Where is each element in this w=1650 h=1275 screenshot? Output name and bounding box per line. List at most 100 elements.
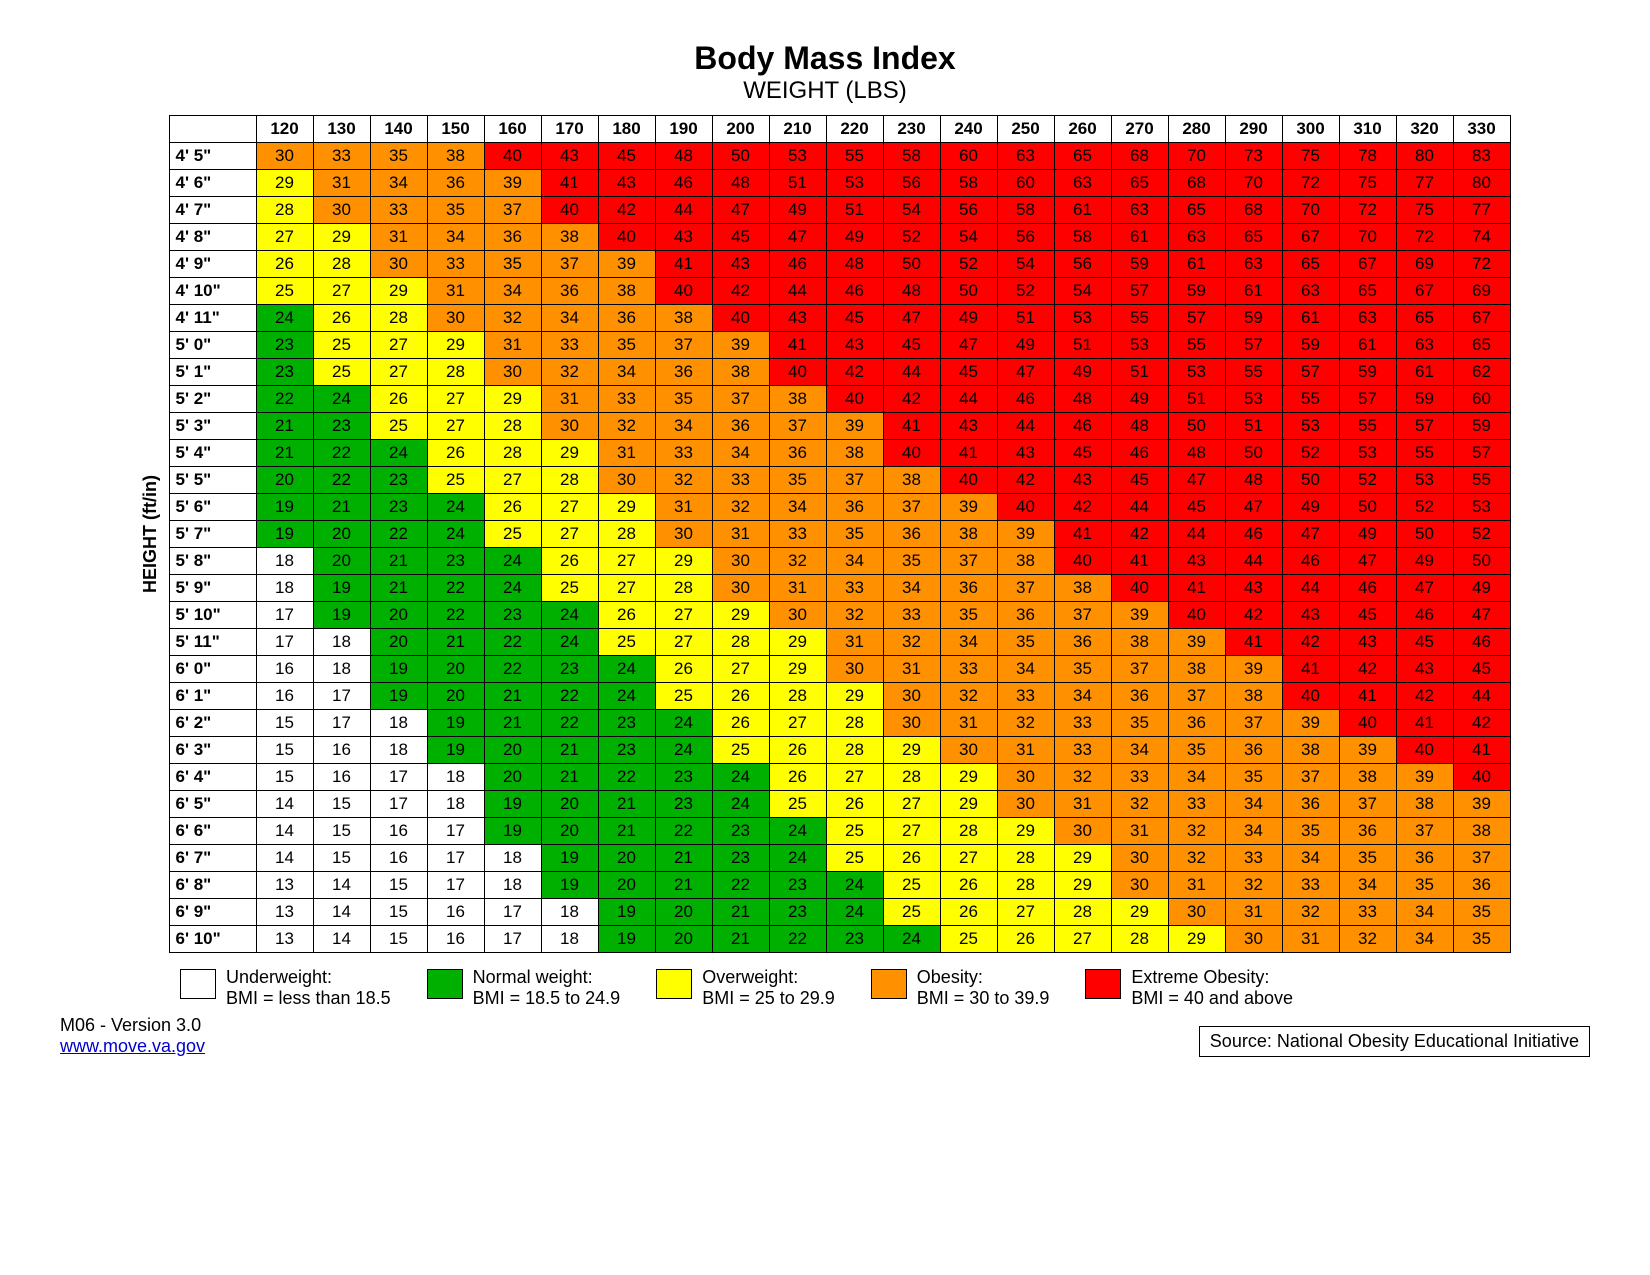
- table-row: 5' 8"18202123242627293032343537384041434…: [169, 548, 1510, 575]
- table-row: 6' 1"16171920212224252628293032333436373…: [169, 683, 1510, 710]
- table-row: 5' 3"21232527283032343637394143444648505…: [169, 413, 1510, 440]
- bmi-cell: 21: [370, 575, 427, 602]
- bmi-cell: 20: [655, 899, 712, 926]
- bmi-cell: 37: [712, 386, 769, 413]
- bmi-cell: 31: [1111, 818, 1168, 845]
- bmi-cell: 31: [1054, 791, 1111, 818]
- bmi-cell: 25: [883, 872, 940, 899]
- height-header: 4' 7": [169, 197, 256, 224]
- bmi-cell: 51: [997, 305, 1054, 332]
- bmi-cell: 53: [1453, 494, 1510, 521]
- bmi-cell: 30: [313, 197, 370, 224]
- bmi-cell: 59: [1168, 278, 1225, 305]
- bmi-cell: 22: [769, 926, 826, 953]
- bmi-cell: 74: [1453, 224, 1510, 251]
- bmi-cell: 24: [769, 818, 826, 845]
- bmi-cell: 15: [256, 710, 313, 737]
- bmi-cell: 42: [712, 278, 769, 305]
- bmi-cell: 28: [427, 359, 484, 386]
- bmi-cell: 46: [1111, 440, 1168, 467]
- bmi-cell: 26: [598, 602, 655, 629]
- legend-swatch: [656, 969, 692, 999]
- bmi-cell: 25: [940, 926, 997, 953]
- bmi-cell: 31: [1225, 899, 1282, 926]
- table-row: 6' 9"13141516171819202123242526272829303…: [169, 899, 1510, 926]
- bmi-cell: 43: [1054, 467, 1111, 494]
- bmi-cell: 39: [484, 170, 541, 197]
- bmi-cell: 33: [655, 440, 712, 467]
- bmi-cell: 35: [1282, 818, 1339, 845]
- bmi-cell: 22: [484, 629, 541, 656]
- bmi-cell: 15: [370, 926, 427, 953]
- bmi-cell: 61: [1054, 197, 1111, 224]
- bmi-cell: 26: [712, 683, 769, 710]
- bmi-cell: 34: [655, 413, 712, 440]
- bmi-cell: 41: [940, 440, 997, 467]
- bmi-cell: 19: [313, 602, 370, 629]
- bmi-cell: 54: [883, 197, 940, 224]
- bmi-cell: 34: [370, 170, 427, 197]
- source-link[interactable]: www.move.va.gov: [60, 1036, 205, 1056]
- bmi-cell: 32: [1111, 791, 1168, 818]
- bmi-cell: 48: [712, 170, 769, 197]
- bmi-cell: 44: [655, 197, 712, 224]
- height-header: 5' 11": [169, 629, 256, 656]
- bmi-cell: 35: [1225, 764, 1282, 791]
- bmi-cell: 24: [883, 926, 940, 953]
- bmi-cell: 36: [541, 278, 598, 305]
- bmi-cell: 61: [1111, 224, 1168, 251]
- bmi-cell: 17: [256, 602, 313, 629]
- bmi-cell: 24: [655, 710, 712, 737]
- bmi-cell: 51: [769, 170, 826, 197]
- weight-header: 260: [1054, 116, 1111, 143]
- bmi-cell: 65: [1396, 305, 1453, 332]
- bmi-cell: 28: [826, 737, 883, 764]
- bmi-cell: 52: [940, 251, 997, 278]
- bmi-cell: 41: [1453, 737, 1510, 764]
- table-row: 5' 6"19212324262729313234363739404244454…: [169, 494, 1510, 521]
- bmi-cell: 33: [1054, 737, 1111, 764]
- bmi-cell: 65: [1225, 224, 1282, 251]
- bmi-cell: 24: [484, 575, 541, 602]
- bmi-cell: 18: [484, 872, 541, 899]
- bmi-cell: 32: [1339, 926, 1396, 953]
- bmi-cell: 33: [1339, 899, 1396, 926]
- height-header: 5' 4": [169, 440, 256, 467]
- bmi-cell: 48: [655, 143, 712, 170]
- bmi-cell: 23: [769, 872, 826, 899]
- bmi-cell: 23: [655, 764, 712, 791]
- bmi-cell: 26: [769, 737, 826, 764]
- bmi-cell: 16: [427, 926, 484, 953]
- bmi-cell: 25: [370, 413, 427, 440]
- bmi-cell: 68: [1111, 143, 1168, 170]
- bmi-cell: 43: [940, 413, 997, 440]
- height-header: 6' 6": [169, 818, 256, 845]
- bmi-cell: 50: [1396, 521, 1453, 548]
- bmi-cell: 33: [541, 332, 598, 359]
- bmi-cell: 48: [883, 278, 940, 305]
- bmi-cell: 41: [1054, 521, 1111, 548]
- bmi-cell: 29: [940, 764, 997, 791]
- bmi-cell: 17: [484, 899, 541, 926]
- bmi-cell: 17: [427, 818, 484, 845]
- bmi-cell: 24: [826, 872, 883, 899]
- bmi-cell: 50: [940, 278, 997, 305]
- bmi-cell: 27: [427, 386, 484, 413]
- bmi-cell: 57: [1396, 413, 1453, 440]
- bmi-cell: 37: [1054, 602, 1111, 629]
- bmi-cell: 42: [1396, 683, 1453, 710]
- bmi-cell: 36: [484, 224, 541, 251]
- title-block: Body Mass Index WEIGHT (LBS): [60, 40, 1590, 105]
- bmi-cell: 65: [1282, 251, 1339, 278]
- bmi-cell: 33: [1168, 791, 1225, 818]
- page-title: Body Mass Index: [60, 40, 1590, 77]
- bmi-cell: 55: [1111, 305, 1168, 332]
- bmi-cell: 24: [541, 602, 598, 629]
- bmi-cell: 29: [883, 737, 940, 764]
- bmi-cell: 47: [1453, 602, 1510, 629]
- weight-header: 190: [655, 116, 712, 143]
- bmi-cell: 45: [712, 224, 769, 251]
- bmi-cell: 26: [883, 845, 940, 872]
- bmi-cell: 44: [883, 359, 940, 386]
- table-row: 6' 4"15161718202122232426272829303233343…: [169, 764, 1510, 791]
